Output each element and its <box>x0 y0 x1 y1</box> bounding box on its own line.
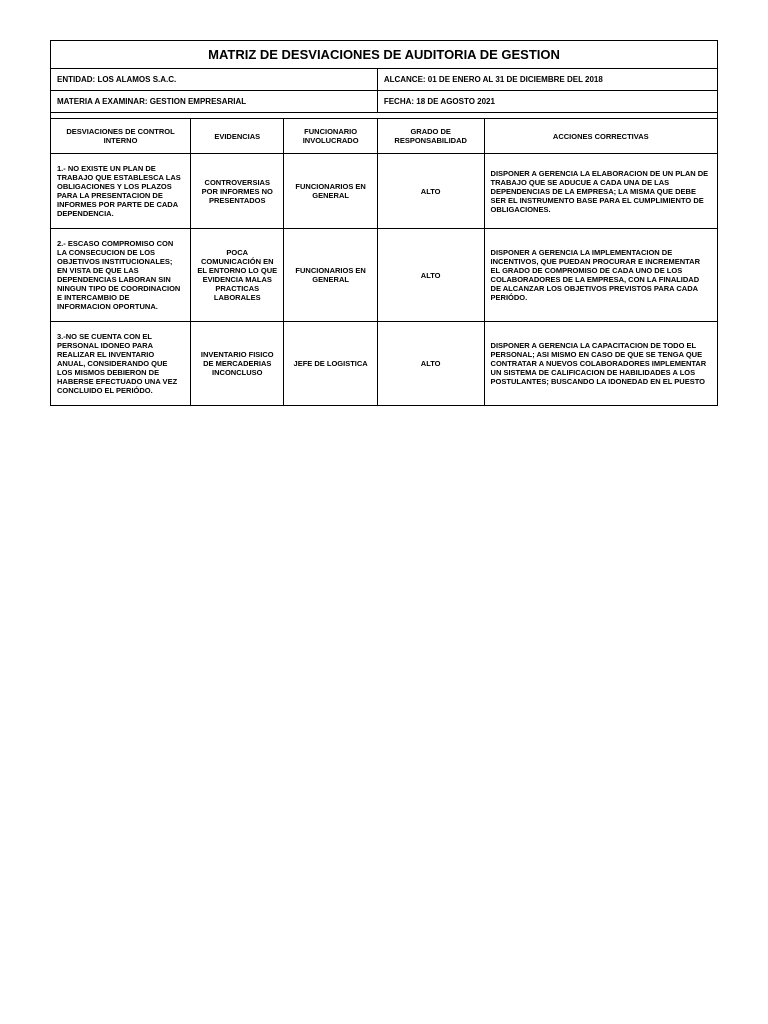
header-grado: GRADO DE RESPONSABILIDAD <box>377 119 484 154</box>
meta-row-1: ENTIDAD: LOS ALAMOS S.A.C. ALCANCE: 01 D… <box>51 69 718 91</box>
cell-func: FUNCIONARIOS EN GENERAL <box>284 154 377 229</box>
cell-func: FUNCIONARIOS EN GENERAL <box>284 229 377 322</box>
header-acciones: ACCIONES CORRECTIVAS <box>484 119 717 154</box>
cell-acc: DISPONER A GERENCIA LA IMPLEMENTACION DE… <box>484 229 717 322</box>
entidad-cell: ENTIDAD: LOS ALAMOS S.A.C. <box>51 69 378 91</box>
fecha-cell: FECHA: 18 DE AGOSTO 2021 <box>377 91 717 113</box>
cell-acc: DISPONER A GERENCIA LA CAPACITACION DE T… <box>484 322 717 406</box>
alcance-cell: ALCANCE: 01 DE ENERO AL 31 DE DICIEMBRE … <box>377 69 717 91</box>
materia-cell: MATERIA A EXAMINAR: GESTION EMPRESARIAL <box>51 91 378 113</box>
table-row: 3.-NO SE CUENTA CON EL PERSONAL IDONEO P… <box>51 322 718 406</box>
cell-desv: 2.- ESCASO COMPROMISO CON LA CONSECUCION… <box>51 229 191 322</box>
header-evidencias: EVIDENCIAS <box>191 119 284 154</box>
meta-row-2: MATERIA A EXAMINAR: GESTION EMPRESARIAL … <box>51 91 718 113</box>
header-row: DESVIACIONES DE CONTROL INTERNO EVIDENCI… <box>51 119 718 154</box>
table-row: 1.- NO EXISTE UN PLAN DE TRABAJO QUE EST… <box>51 154 718 229</box>
header-funcionario: FUNCIONARIO INVOLUCRADO <box>284 119 377 154</box>
table-row: 2.- ESCASO COMPROMISO CON LA CONSECUCION… <box>51 229 718 322</box>
cell-evid: INVENTARIO FISICO DE MERCADERIAS INCONCL… <box>191 322 284 406</box>
cell-evid: POCA COMUNICACIÓN EN EL ENTORNO LO QUE E… <box>191 229 284 322</box>
cell-desv: 1.- NO EXISTE UN PLAN DE TRABAJO QUE EST… <box>51 154 191 229</box>
cell-grado: ALTO <box>377 229 484 322</box>
doc-title: MATRIZ DE DESVIACIONES DE AUDITORIA DE G… <box>51 41 718 69</box>
cell-grado: ALTO <box>377 154 484 229</box>
cell-desv: 3.-NO SE CUENTA CON EL PERSONAL IDONEO P… <box>51 322 191 406</box>
audit-matrix-table: MATRIZ DE DESVIACIONES DE AUDITORIA DE G… <box>50 40 718 406</box>
cell-acc: DISPONER A GERENCIA LA ELABORACION DE UN… <box>484 154 717 229</box>
cell-grado: ALTO <box>377 322 484 406</box>
title-row: MATRIZ DE DESVIACIONES DE AUDITORIA DE G… <box>51 41 718 69</box>
cell-func: JEFE DE LOGISTICA <box>284 322 377 406</box>
cell-evid: CONTROVERSIAS POR INFORMES NO PRESENTADO… <box>191 154 284 229</box>
header-desviaciones: DESVIACIONES DE CONTROL INTERNO <box>51 119 191 154</box>
